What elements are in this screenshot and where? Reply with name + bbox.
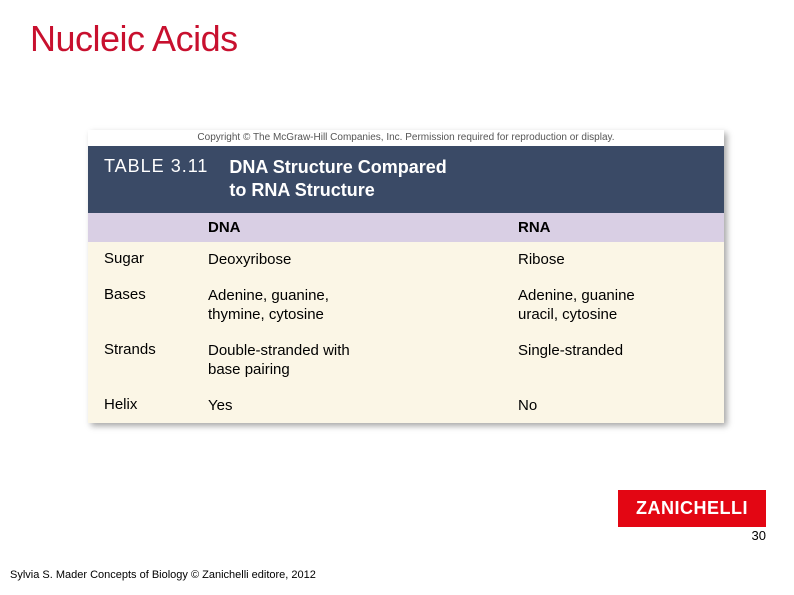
publisher-logo: ZANICHELLI [618, 490, 766, 527]
table-title-line2: to RNA Structure [229, 180, 374, 200]
row-label: Strands [88, 341, 208, 380]
table-row: Helix Yes No [88, 388, 724, 424]
table-title: DNA Structure Compared to RNA Structure [229, 156, 446, 201]
cell-dna: Deoxyribose [208, 250, 518, 270]
cell-dna: Double-stranded withbase pairing [208, 341, 518, 380]
col-header-blank [88, 219, 208, 236]
cell-rna: Ribose [518, 250, 724, 270]
footer-credit: Sylvia S. Mader Concepts of Biology © Za… [10, 569, 316, 581]
comparison-table: Copyright © The McGraw-Hill Companies, I… [88, 130, 724, 423]
table-row: Strands Double-stranded withbase pairing… [88, 333, 724, 388]
slide-title: Nucleic Acids [30, 18, 238, 60]
copyright-strip: Copyright © The McGraw-Hill Companies, I… [88, 130, 724, 146]
table-number: TABLE 3.11 [104, 156, 208, 177]
table-row: Bases Adenine, guanine,thymine, cytosine… [88, 278, 724, 333]
cell-rna: Single-stranded [518, 341, 724, 380]
table-row: Sugar Deoxyribose Ribose [88, 242, 724, 278]
table-body: Sugar Deoxyribose Ribose Bases Adenine, … [88, 242, 724, 423]
cell-rna: Adenine, guanineuracil, cytosine [518, 286, 724, 325]
page-number: 30 [752, 528, 766, 543]
table-header: TABLE 3.11 DNA Structure Compared to RNA… [88, 146, 724, 213]
cell-dna: Adenine, guanine,thymine, cytosine [208, 286, 518, 325]
column-headers: DNA RNA [88, 213, 724, 242]
cell-dna: Yes [208, 396, 518, 416]
row-label: Bases [88, 286, 208, 325]
cell-rna: No [518, 396, 724, 416]
table-title-line1: DNA Structure Compared [229, 157, 446, 177]
col-header-dna: DNA [208, 219, 518, 236]
row-label: Sugar [88, 250, 208, 270]
col-header-rna: RNA [518, 219, 724, 236]
row-label: Helix [88, 396, 208, 416]
